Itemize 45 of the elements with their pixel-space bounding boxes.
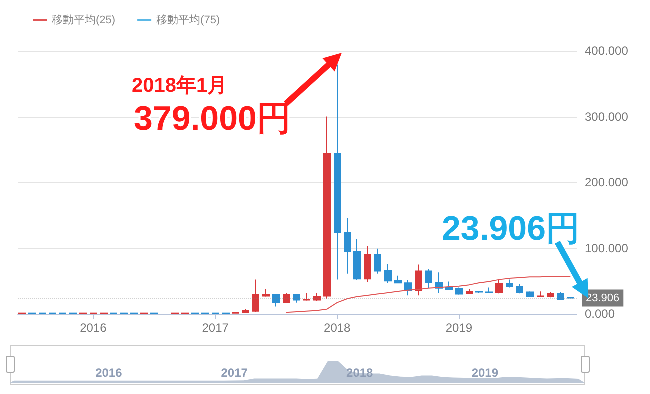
candlestick [506,279,513,288]
y-tick-label: 0.000 [585,307,616,321]
candlestick [557,292,564,300]
candlestick [495,279,503,294]
legend-label: 移動平均(25) [52,14,116,26]
candlestick [353,238,361,281]
x-tick-label: 2017 [202,321,230,335]
annotation: 379.000円 [134,100,291,138]
y-tick-label: 100.000 [585,241,629,256]
candlestick [415,264,422,296]
candlestick [293,294,300,304]
candlestick [313,292,321,302]
candlestick [384,264,392,284]
y-tick-label: 200.000 [585,176,629,190]
candlestick [242,308,249,314]
candlestick [537,291,544,298]
candlestick [303,292,310,302]
candlestick [374,248,381,274]
x-tick-label: 2019 [446,321,473,335]
line-series [286,276,572,314]
annotation: 23.906円 [442,210,580,248]
candlestick [455,287,463,296]
candlestick [394,275,402,284]
candlestick [516,284,523,294]
candlestick [323,116,331,300]
candlestick [425,268,432,289]
y-tick-label: 400.000 [585,44,629,58]
candlestick [364,246,371,283]
candlestick [252,279,259,313]
x-tick-label: 2016 [80,321,108,335]
candlestick [526,291,534,298]
annotation: 2018年1月 [132,75,228,97]
legend-label: 移動平均(75) [156,14,220,26]
candlestick [272,294,280,308]
candlestick [334,64,341,280]
candlestick [283,292,290,304]
y-tick-label: 300.000 [585,110,629,124]
ref-line-label: 23.906 [586,292,620,304]
candlestick [475,290,483,294]
candlestick [485,287,493,294]
candlestick [466,288,473,294]
candlestick [262,288,270,298]
candlestick [344,218,351,274]
x-tick-label: 2018 [324,321,352,335]
candlestick [547,292,554,298]
